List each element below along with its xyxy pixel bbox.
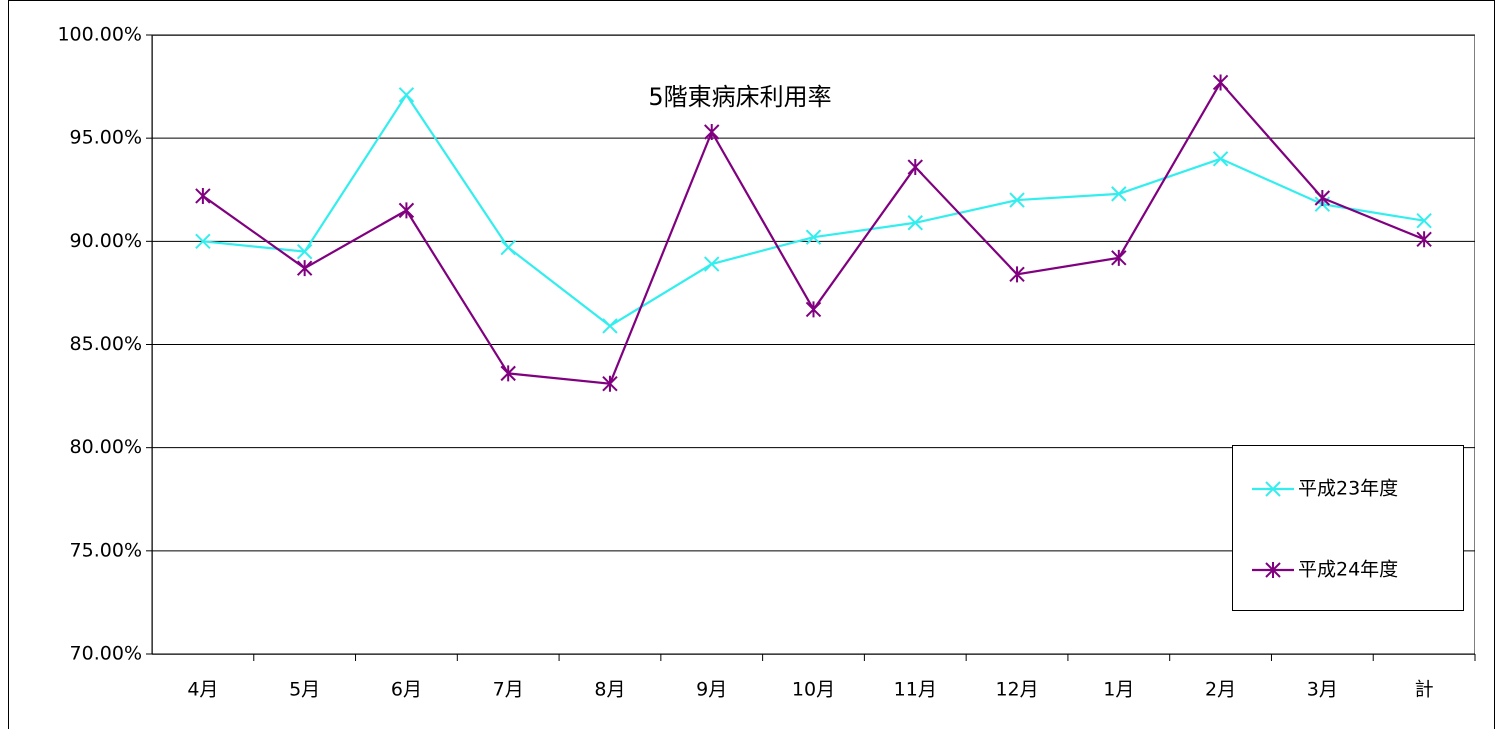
- marker: [500, 239, 516, 256]
- marker: [704, 256, 720, 272]
- marker: [296, 260, 313, 277]
- x-tick-label: 10月: [792, 679, 835, 701]
- marker: [398, 202, 415, 219]
- legend-label: 平成24年度: [1298, 559, 1398, 581]
- x-tick-label: 8月: [594, 679, 625, 701]
- y-tick-label: 95.00%: [70, 127, 142, 149]
- marker: [704, 123, 720, 140]
- marker: [805, 301, 822, 318]
- y-tick-label: 85.00%: [70, 333, 142, 355]
- x-tick-label: 12月: [995, 679, 1038, 701]
- legend-marker: [1265, 562, 1281, 578]
- marker: [805, 229, 822, 245]
- x-tick-label: 1月: [1103, 679, 1134, 701]
- marker: [195, 233, 211, 250]
- y-tick-label: 80.00%: [70, 436, 142, 458]
- x-tick-label: 9月: [696, 679, 727, 701]
- x-tick-label: 11月: [894, 679, 937, 701]
- chart-title: 5階東病床利用率: [648, 83, 831, 111]
- x-tick-label: 7月: [493, 679, 524, 701]
- y-tick-label: 100.00%: [57, 24, 142, 46]
- x-tick-label: 5月: [289, 679, 320, 701]
- marker: [1212, 151, 1229, 167]
- marker: [195, 187, 211, 204]
- x-tick-label: 3月: [1307, 679, 1338, 701]
- marker: [1009, 266, 1025, 283]
- y-tick-label: 75.00%: [70, 539, 142, 561]
- marker: [602, 318, 618, 334]
- marker: [907, 215, 923, 231]
- x-tick-label: 6月: [391, 679, 422, 701]
- x-tick-label: 計: [1415, 679, 1434, 701]
- x-tick-label: 4月: [187, 679, 218, 701]
- x-tick-label: 2月: [1205, 679, 1236, 701]
- marker: [296, 243, 313, 260]
- marker: [1416, 212, 1432, 229]
- marker: [1314, 190, 1331, 207]
- y-tick-label: 90.00%: [70, 230, 142, 252]
- y-tick-label: 70.00%: [70, 643, 142, 665]
- legend-label: 平成23年度: [1298, 478, 1398, 500]
- marker: [1212, 74, 1229, 91]
- marker: [1416, 231, 1432, 248]
- marker: [1111, 249, 1127, 266]
- marker: [602, 375, 618, 392]
- marker: [1009, 192, 1025, 208]
- legend-marker: [1265, 481, 1281, 497]
- marker: [500, 365, 516, 382]
- legend-box: [1232, 445, 1464, 611]
- series-line: [202, 92, 1425, 328]
- marker: [907, 159, 923, 176]
- marker: [1111, 186, 1127, 202]
- marker: [398, 87, 415, 103]
